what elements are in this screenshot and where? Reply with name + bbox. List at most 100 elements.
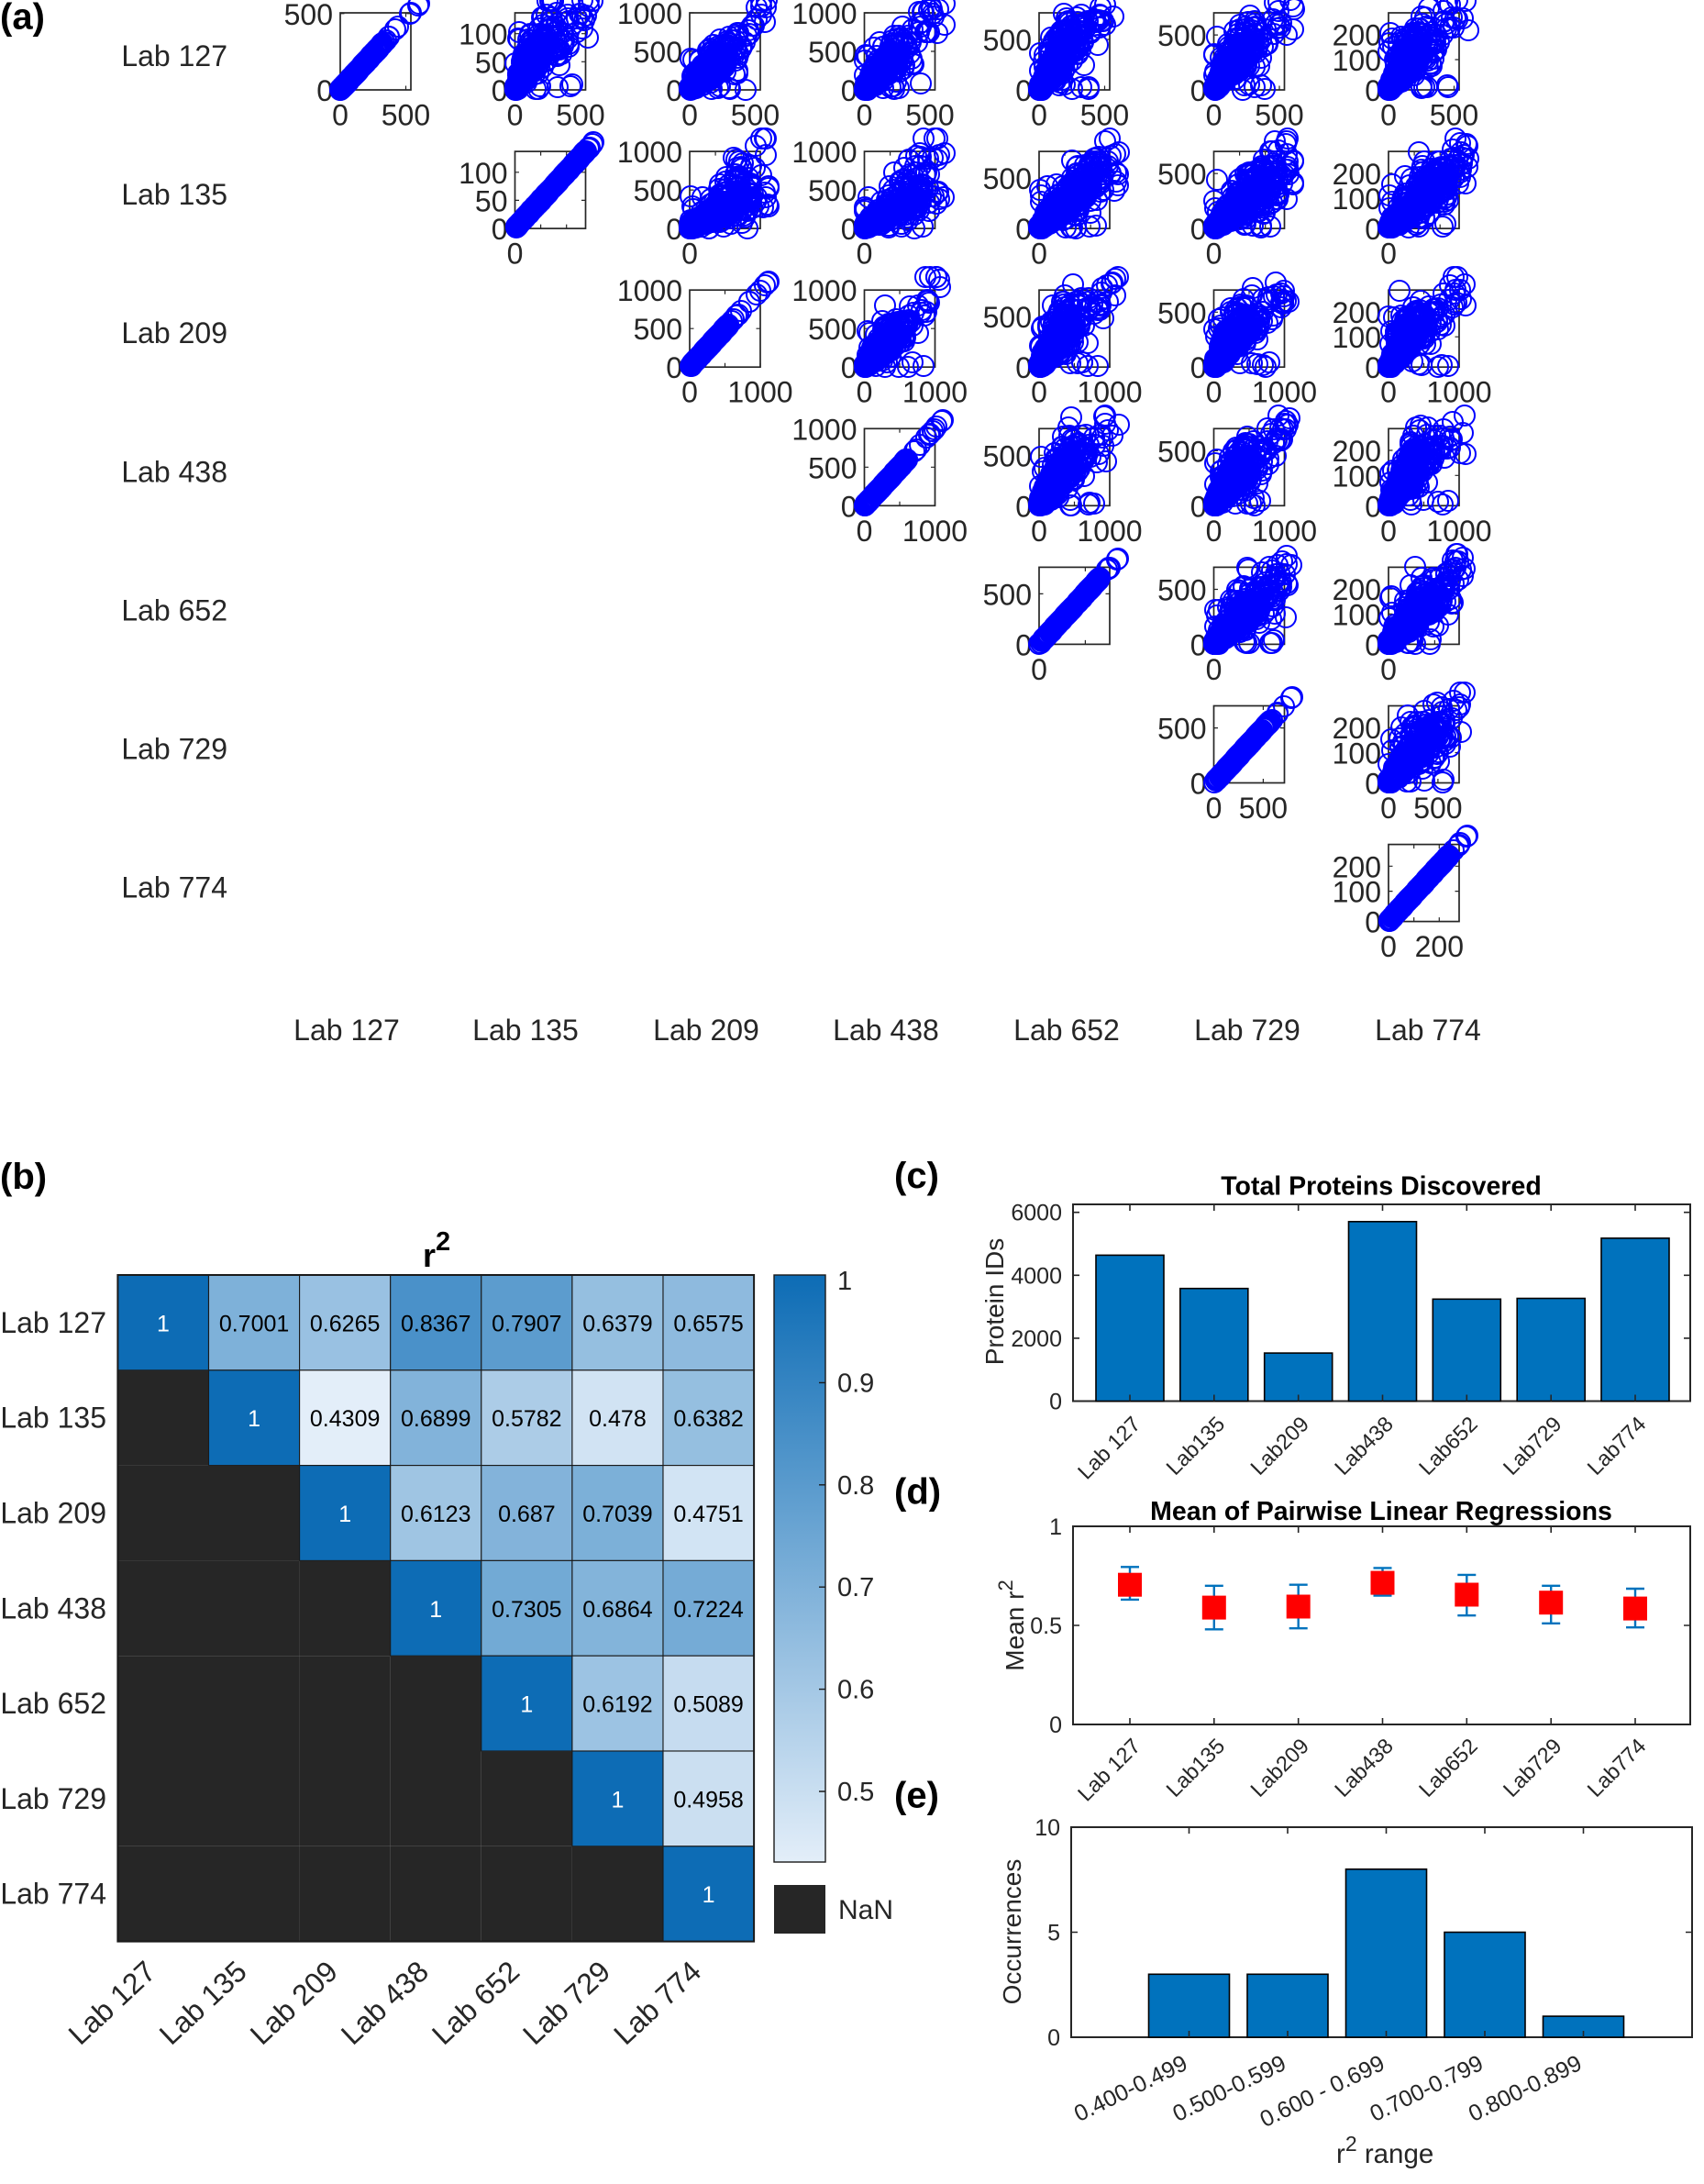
svg-text:1000: 1000 (1077, 515, 1142, 548)
svg-text:0: 0 (841, 213, 858, 246)
svg-text:0: 0 (666, 351, 682, 384)
svg-text:0: 0 (1380, 515, 1397, 548)
svg-text:0: 0 (666, 74, 682, 107)
svg-text:0: 0 (1380, 930, 1397, 963)
svg-text:0: 0 (1380, 653, 1397, 686)
svg-text:500: 500 (808, 451, 857, 484)
svg-text:0.7224: 0.7224 (673, 1597, 744, 1623)
svg-text:0: 0 (1365, 768, 1381, 801)
svg-text:500: 500 (983, 162, 1032, 195)
svg-text:Lab 652: Lab 652 (1013, 1014, 1120, 1047)
svg-text:Lab 135: Lab 135 (0, 1402, 106, 1435)
svg-text:0: 0 (1031, 238, 1047, 271)
svg-text:Lab 127: Lab 127 (293, 1014, 400, 1047)
svg-text:0.4309: 0.4309 (310, 1406, 380, 1432)
svg-text:500: 500 (983, 301, 1032, 334)
svg-text:10: 10 (1035, 1815, 1060, 1841)
svg-text:0: 0 (1206, 238, 1223, 271)
svg-text:500: 500 (634, 313, 682, 346)
svg-text:0: 0 (841, 490, 858, 523)
svg-text:100: 100 (1333, 183, 1381, 216)
svg-text:Lab 774: Lab 774 (1375, 1014, 1481, 1047)
svg-text:0.7907: 0.7907 (492, 1311, 561, 1336)
svg-text:1000: 1000 (617, 274, 682, 307)
svg-text:1000: 1000 (1426, 376, 1491, 409)
svg-text:4000: 4000 (1011, 1263, 1062, 1289)
svg-text:0: 0 (1206, 792, 1223, 825)
svg-text:1: 1 (703, 1882, 715, 1908)
svg-text:0.8367: 0.8367 (401, 1311, 470, 1336)
svg-text:6000: 6000 (1011, 1201, 1062, 1226)
svg-text:Lab 438: Lab 438 (833, 1014, 939, 1047)
svg-text:Lab 774: Lab 774 (121, 871, 227, 904)
svg-text:500: 500 (983, 578, 1032, 611)
svg-text:1000: 1000 (1077, 376, 1142, 409)
svg-text:Lab 729: Lab 729 (1194, 1014, 1300, 1047)
svg-text:0.5782: 0.5782 (492, 1406, 561, 1432)
svg-text:1: 1 (520, 1692, 533, 1718)
svg-text:0: 0 (1031, 376, 1047, 409)
svg-text:1000: 1000 (617, 136, 682, 169)
svg-text:0.9: 0.9 (837, 1369, 874, 1398)
svg-text:200: 200 (1333, 850, 1381, 883)
svg-text:(c): (c) (894, 1156, 939, 1196)
svg-text:500: 500 (1080, 99, 1129, 132)
svg-text:0: 0 (1365, 490, 1381, 523)
svg-text:500: 500 (382, 99, 430, 132)
svg-text:Protein IDs: Protein IDs (980, 1238, 1009, 1366)
svg-text:0.6864: 0.6864 (582, 1597, 653, 1623)
svg-text:Lab 127: Lab 127 (0, 1306, 106, 1339)
svg-text:NaN: NaN (838, 1895, 893, 1925)
svg-text:0.6575: 0.6575 (673, 1311, 743, 1336)
svg-text:500: 500 (1157, 158, 1206, 191)
svg-text:0: 0 (316, 74, 333, 107)
svg-text:0: 0 (841, 351, 858, 384)
svg-text:0: 0 (681, 99, 698, 132)
svg-text:Lab 774: Lab 774 (0, 1878, 106, 1911)
svg-text:0: 0 (507, 238, 524, 271)
svg-text:(a): (a) (0, 0, 45, 38)
svg-text:Lab 127: Lab 127 (121, 39, 227, 72)
svg-text:0: 0 (1031, 515, 1047, 548)
svg-text:100: 100 (1333, 876, 1381, 909)
svg-text:0.6899: 0.6899 (401, 1406, 470, 1432)
svg-text:0.6: 0.6 (837, 1676, 874, 1705)
svg-text:Lab 209: Lab 209 (0, 1497, 106, 1530)
svg-text:1000: 1000 (791, 274, 857, 307)
svg-text:0: 0 (507, 99, 524, 132)
svg-text:Lab 652: Lab 652 (0, 1687, 106, 1720)
svg-text:0: 0 (1365, 351, 1381, 384)
svg-text:1000: 1000 (791, 0, 857, 30)
svg-text:1000: 1000 (727, 376, 792, 409)
svg-text:0.6265: 0.6265 (310, 1311, 380, 1336)
svg-text:0.6382: 0.6382 (673, 1406, 743, 1432)
svg-text:Lab 135: Lab 135 (121, 178, 227, 211)
svg-text:500: 500 (1430, 99, 1478, 132)
svg-text:500: 500 (1157, 435, 1206, 468)
svg-text:0: 0 (1031, 653, 1047, 686)
svg-text:100: 100 (1333, 44, 1381, 77)
svg-text:0.687: 0.687 (498, 1502, 556, 1527)
svg-text:Lab 438: Lab 438 (0, 1591, 106, 1624)
svg-text:0: 0 (1380, 99, 1397, 132)
svg-text:0: 0 (1380, 238, 1397, 271)
svg-text:1000: 1000 (902, 515, 968, 548)
svg-text:Lab 438: Lab 438 (121, 455, 227, 488)
svg-text:500: 500 (808, 313, 857, 346)
svg-text:50: 50 (475, 184, 508, 217)
svg-text:0: 0 (841, 74, 858, 107)
svg-text:0: 0 (1365, 906, 1381, 939)
svg-text:500: 500 (1157, 296, 1206, 329)
svg-text:500: 500 (905, 99, 954, 132)
svg-text:0: 0 (1015, 490, 1032, 523)
svg-text:200: 200 (1333, 573, 1381, 606)
svg-text:0: 0 (1380, 792, 1397, 825)
svg-text:500: 500 (1255, 99, 1303, 132)
svg-text:1: 1 (248, 1406, 260, 1432)
svg-text:0: 0 (1206, 515, 1223, 548)
svg-text:1000: 1000 (1426, 515, 1491, 548)
svg-text:0.7: 0.7 (837, 1573, 874, 1602)
svg-text:0.4751: 0.4751 (673, 1502, 743, 1527)
svg-text:Lab 652: Lab 652 (121, 593, 227, 626)
svg-text:0: 0 (1015, 74, 1032, 107)
